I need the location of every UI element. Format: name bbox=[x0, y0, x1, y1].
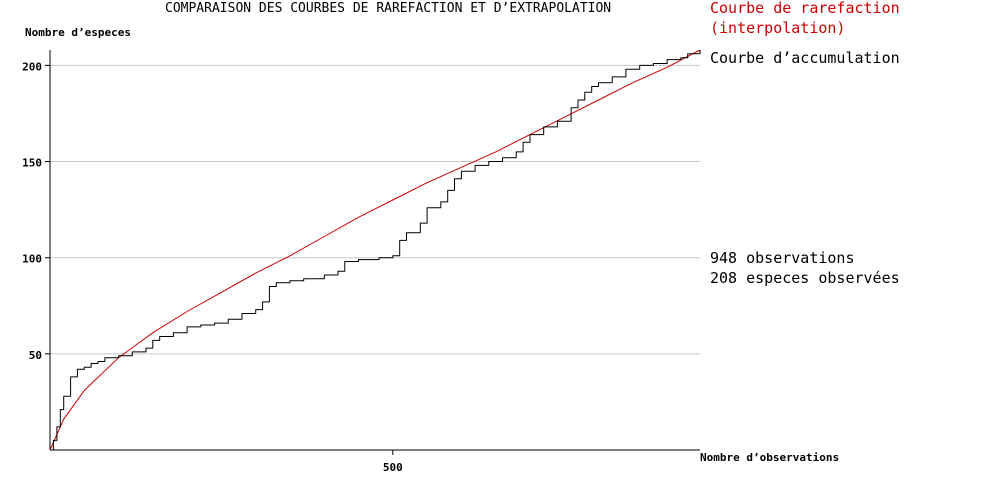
x-tick-labels: 500 bbox=[383, 450, 403, 474]
legend-accumulation: Courbe d’accumulation bbox=[710, 49, 900, 67]
x-axis-label: Nombre d’observations bbox=[700, 451, 839, 464]
annotation-species: 208 especes observées bbox=[710, 269, 900, 287]
legend-rarefaction: Courbe de rarefaction bbox=[710, 0, 900, 17]
gridlines bbox=[50, 64, 700, 355]
y-tick-label-150: 150 bbox=[22, 157, 42, 170]
x-tick-label-500: 500 bbox=[383, 461, 403, 474]
series-line-accumulation bbox=[50, 50, 701, 451]
y-tick-label-200: 200 bbox=[22, 60, 42, 73]
legend-rarefaction-sub: (interpolation) bbox=[710, 19, 845, 37]
series-group bbox=[49, 49, 701, 451]
y-tick-label-50: 50 bbox=[29, 349, 42, 362]
series-line-rarefaction bbox=[49, 49, 701, 451]
y-tick-labels: 50 100 150 200 bbox=[22, 60, 50, 362]
annotation-observations: 948 observations bbox=[710, 249, 855, 267]
y-axis-label: Nombre d’especes bbox=[25, 26, 131, 39]
chart-title: COMPARAISON DES COURBES DE RAREFACTION E… bbox=[165, 1, 611, 16]
y-tick-label-100: 100 bbox=[22, 253, 42, 266]
